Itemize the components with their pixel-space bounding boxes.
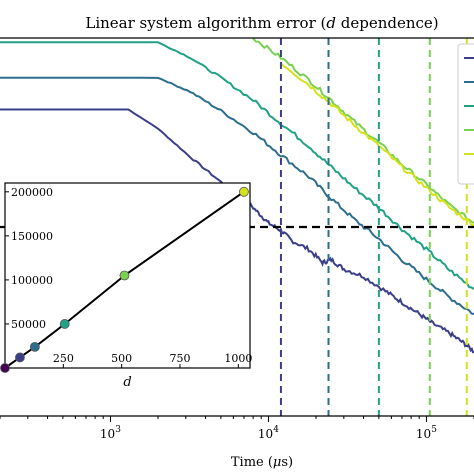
inset-y-tick-label: 200000	[11, 186, 53, 199]
legend	[457, 43, 474, 185]
inset-y-tick-label: 50000	[11, 318, 46, 331]
inset-x-tick-label: 250	[53, 352, 74, 365]
legend-box	[457, 43, 474, 185]
chart-title: Linear system algorithm error (d depende…	[85, 14, 438, 32]
x-tick-label: 104	[258, 425, 279, 441]
series-line-2	[0, 76, 474, 315]
x-axis-label: Time (μs)	[231, 455, 293, 470]
inset-y-tick-label: 100000	[11, 274, 53, 287]
inset-point	[59, 319, 70, 329]
inset-x-tick-label: 500	[111, 352, 132, 365]
inset-x-tick-label: 1000	[224, 352, 252, 365]
inset-point	[29, 341, 40, 352]
inset-point	[15, 352, 25, 363]
x-tick-label: 105	[416, 425, 437, 441]
inset-x-tick-label: 750	[170, 352, 191, 365]
inset-x-label: d	[123, 375, 131, 390]
series-line-1	[0, 108, 474, 354]
series-line-3	[0, 41, 474, 290]
main-axes-layer: 103 104 105	[0, 37, 474, 441]
inset-point	[239, 186, 249, 197]
inset-chart: 250 500 750 1000 50000 100000 150000 200000 d	[0, 182, 252, 390]
inset-y-tick-label: 150000	[11, 230, 53, 243]
inset-point	[119, 270, 130, 281]
x-tick-label: 103	[100, 425, 121, 441]
inset-point	[0, 363, 10, 373]
main-series-layer	[0, 38, 474, 416]
